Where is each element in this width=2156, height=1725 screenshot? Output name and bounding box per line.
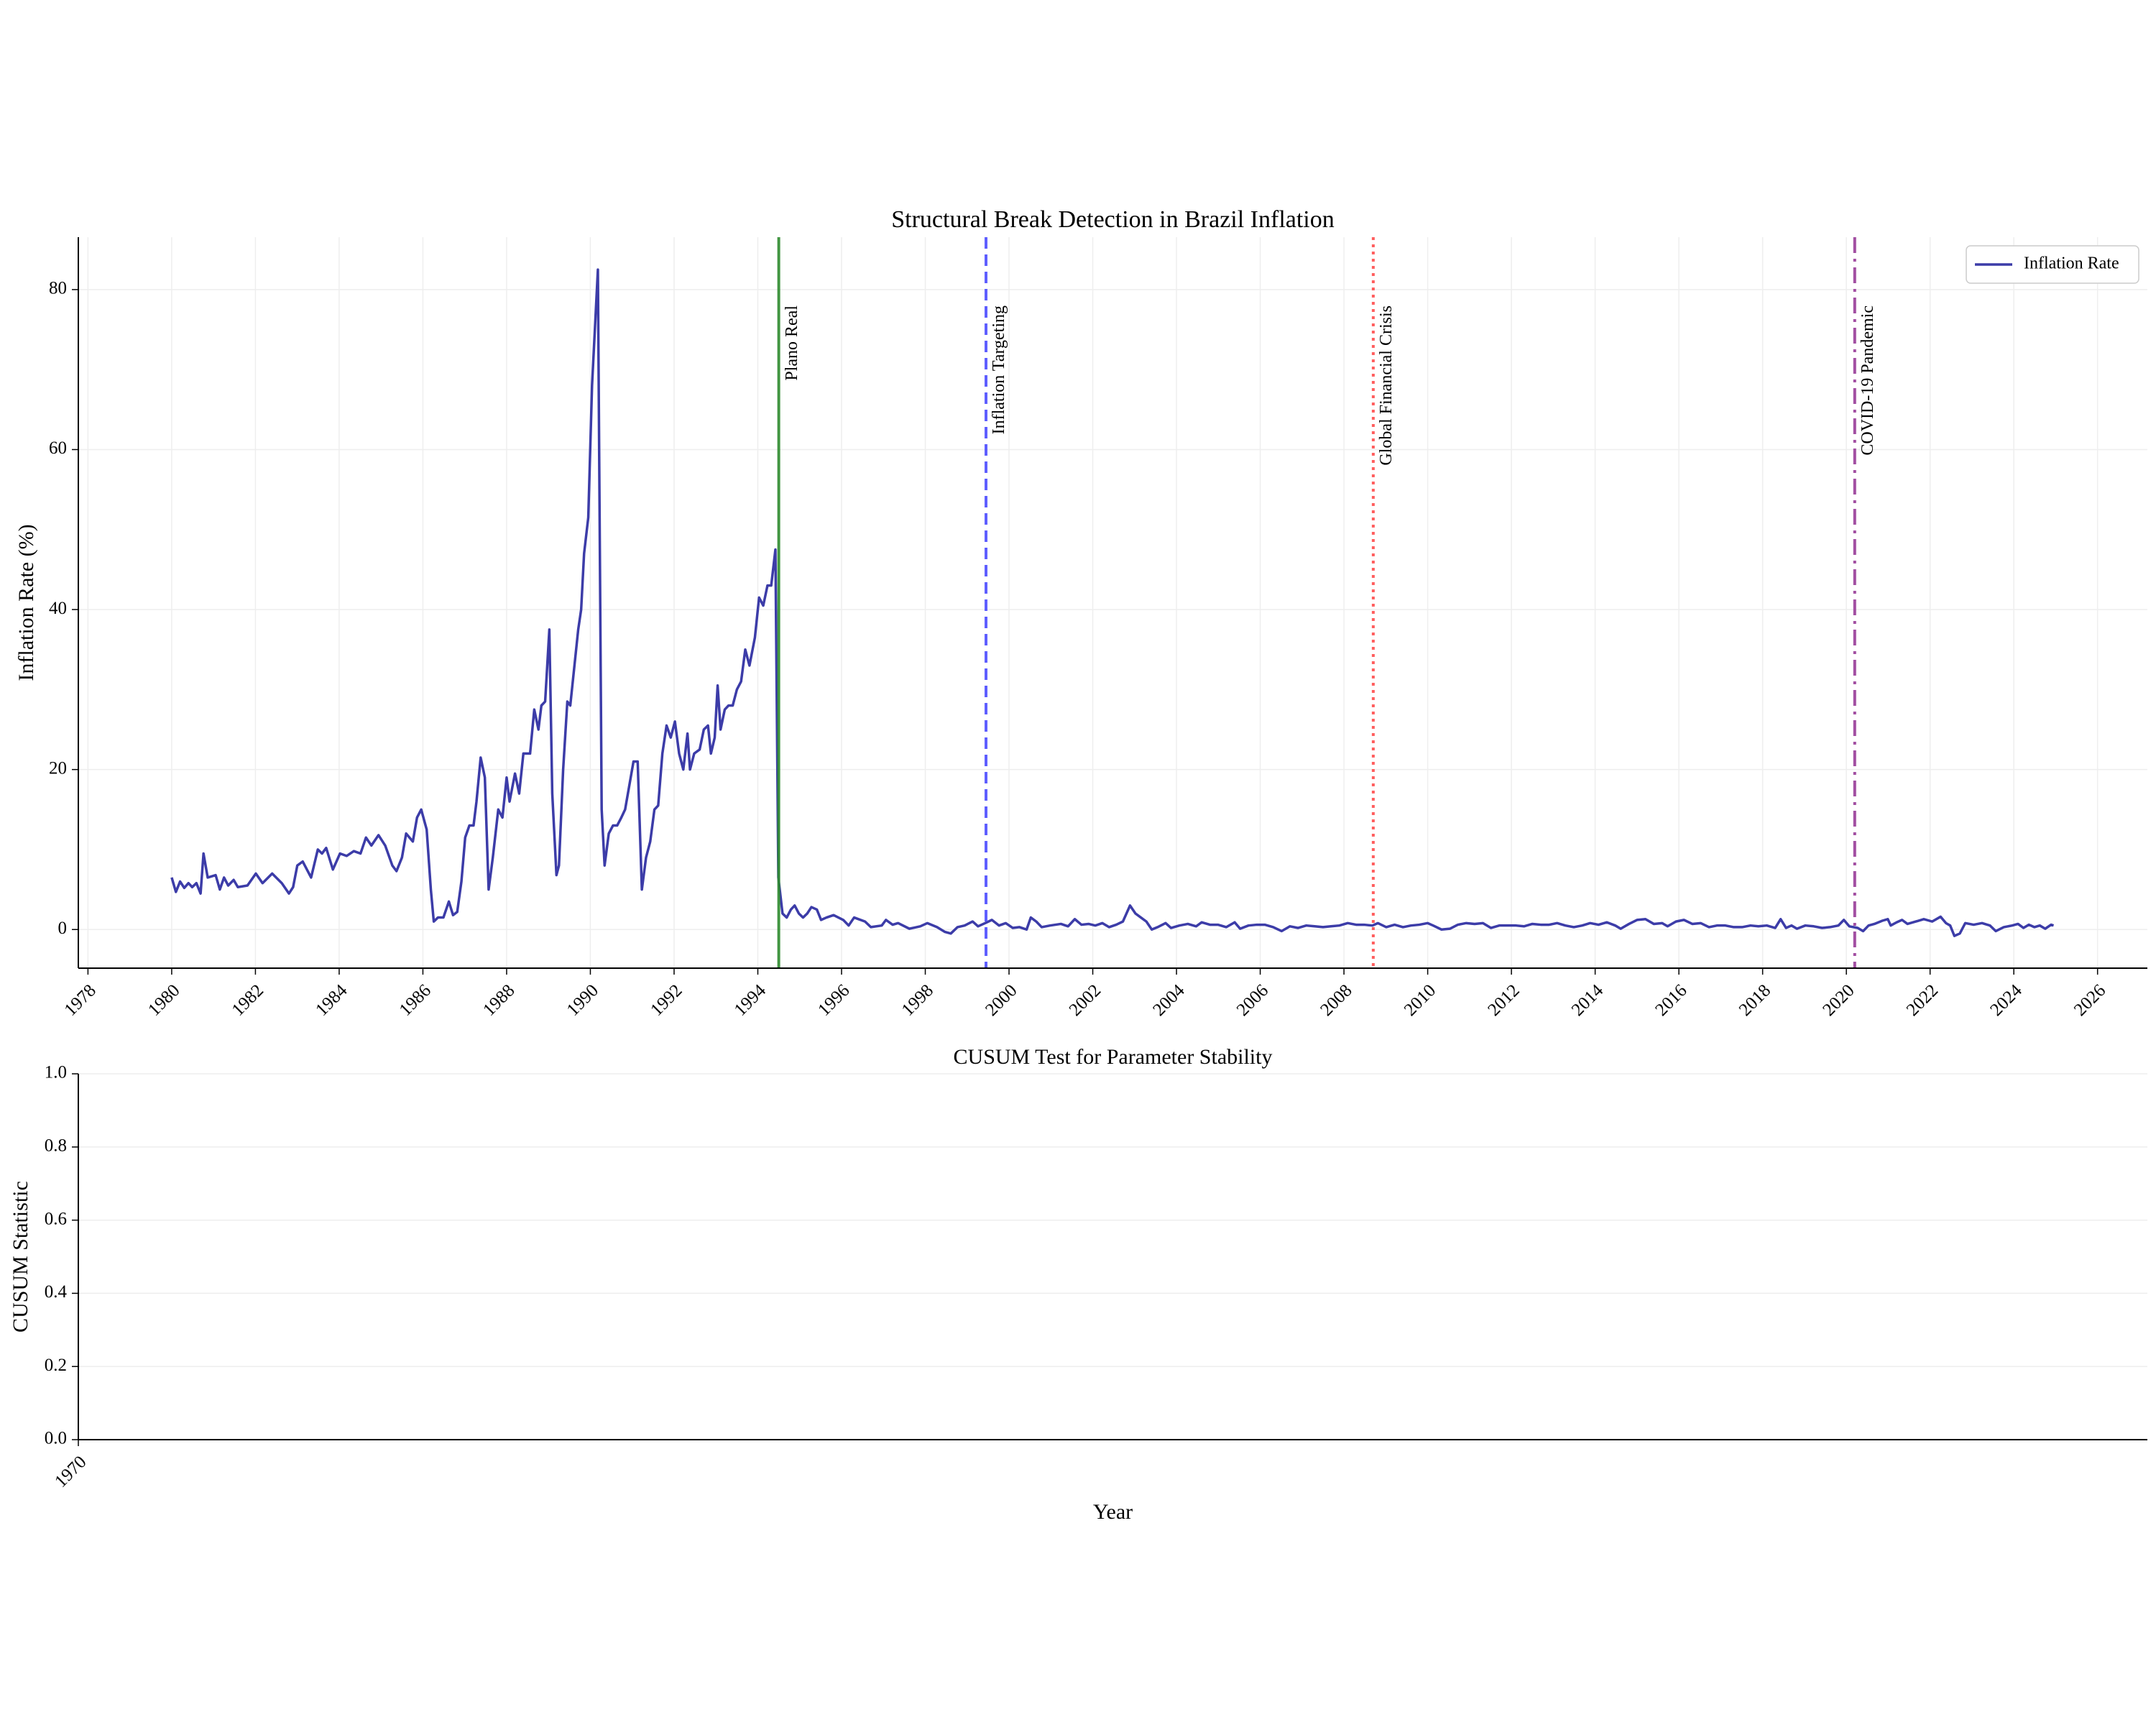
y-tick-label: 0.0	[45, 1429, 67, 1448]
y-tick-label: 80	[49, 279, 67, 298]
x-tick-label: 2010	[1401, 981, 1439, 1020]
x-tick-label: 1984	[312, 980, 351, 1020]
y-tick-label: 0.4	[45, 1282, 68, 1302]
y-tick-label: 60	[49, 438, 67, 458]
event-label: Global Financial Crisis	[1377, 305, 1396, 466]
x-axis-label: Year	[1093, 1500, 1133, 1524]
event-label: Inflation Targeting	[990, 305, 1008, 434]
x-tick-label: 2000	[982, 981, 1021, 1020]
x-tick-label: 1986	[396, 981, 435, 1020]
x-tick-label: 1994	[731, 980, 770, 1020]
x-tick-label: 2020	[1819, 981, 1858, 1020]
x-tick-label: 2022	[1903, 981, 1942, 1020]
x-tick-label: 1978	[61, 981, 100, 1020]
x-tick-label: 2018	[1736, 981, 1774, 1020]
x-tick-label: 1988	[479, 981, 518, 1020]
legend-label: Inflation Rate	[2024, 254, 2119, 273]
y-tick-label: 0.2	[45, 1356, 67, 1375]
x-tick-label: 1980	[144, 981, 183, 1020]
y-tick-label: 20	[49, 758, 67, 778]
y-tick-label: 40	[49, 599, 67, 618]
x-tick-label: 2014	[1568, 980, 1608, 1020]
x-tick-label: 2016	[1651, 981, 1690, 1020]
x-tick-label: 2002	[1066, 981, 1105, 1020]
x-tick-label: 1998	[898, 981, 937, 1020]
x-tick-label: 1996	[814, 981, 853, 1020]
subplot: 1978 1980 1982 1984 1986 1988 1990 1992 1994 1996…	[14, 206, 2147, 1020]
x-tick-label: 1982	[229, 981, 267, 1020]
x-tick-label: 2026	[2070, 981, 2109, 1020]
x-tick-label: 2008	[1317, 981, 1355, 1020]
x-tick-label: 2012	[1484, 981, 1523, 1020]
x-tick-label: 2004	[1149, 980, 1189, 1020]
subplot-title: Structural Break Detection in Brazil Inf…	[891, 206, 1335, 233]
x-tick-label: 1990	[563, 981, 602, 1020]
event-label: COVID-19 Pandemic	[1858, 305, 1877, 456]
subplot-title: CUSUM Test for Parameter Stability	[954, 1045, 1273, 1069]
x-tick-label: 2024	[1986, 980, 2026, 1020]
series-line	[170, 268, 2055, 937]
y-tick-label: 0.8	[45, 1136, 67, 1156]
subplot: 1970 0.0 0.2 0.4 0.6 0.8 1.0 CUSUM Test for Par…	[9, 1045, 2147, 1524]
y-tick-label: 0	[58, 919, 68, 938]
y-axis-label: CUSUM Statistic	[9, 1181, 32, 1333]
x-tick-label: 2006	[1233, 981, 1272, 1020]
legend-box	[1966, 245, 2139, 284]
x-tick-label: 1970	[51, 1453, 90, 1491]
x-tick-label: 1992	[647, 981, 686, 1020]
event-label: Plano Real	[783, 305, 801, 381]
y-axis-label: Inflation Rate (%)	[14, 524, 38, 681]
y-tick-label: 1.0	[45, 1063, 67, 1082]
y-tick-label: 0.6	[45, 1209, 67, 1228]
